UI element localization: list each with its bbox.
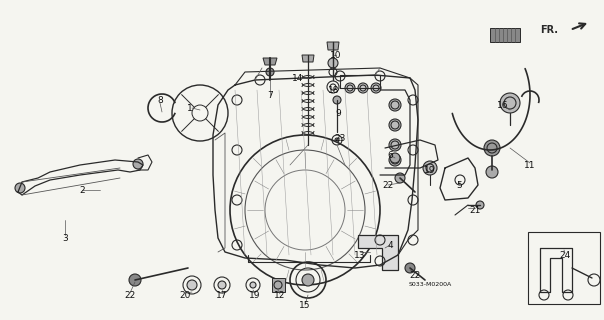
Text: 19: 19 <box>249 292 261 300</box>
Circle shape <box>486 166 498 178</box>
Circle shape <box>358 83 368 93</box>
Circle shape <box>187 280 197 290</box>
Polygon shape <box>327 42 339 50</box>
Text: 23: 23 <box>334 133 345 142</box>
Circle shape <box>266 68 274 76</box>
Text: 12: 12 <box>274 292 286 300</box>
Text: 9: 9 <box>335 108 341 117</box>
Circle shape <box>389 154 401 166</box>
Circle shape <box>218 281 226 289</box>
Circle shape <box>335 138 339 142</box>
Polygon shape <box>263 58 277 65</box>
Text: 22: 22 <box>410 270 420 279</box>
Circle shape <box>328 58 338 68</box>
Text: 18: 18 <box>328 85 339 94</box>
Text: 1: 1 <box>187 103 193 113</box>
Circle shape <box>15 183 25 193</box>
Circle shape <box>484 140 500 156</box>
Polygon shape <box>302 55 314 62</box>
Text: 15: 15 <box>299 301 310 310</box>
Text: 24: 24 <box>559 251 571 260</box>
Circle shape <box>390 153 400 163</box>
Text: 17: 17 <box>216 292 228 300</box>
Text: 2: 2 <box>79 186 85 195</box>
Text: 5: 5 <box>456 180 462 189</box>
Text: 6: 6 <box>387 150 393 159</box>
Text: 22: 22 <box>124 292 136 300</box>
Text: 16: 16 <box>497 100 509 109</box>
Text: 8: 8 <box>157 95 163 105</box>
Text: 14: 14 <box>292 74 304 83</box>
Circle shape <box>395 173 405 183</box>
Polygon shape <box>358 235 398 270</box>
Text: 19: 19 <box>424 165 435 174</box>
Circle shape <box>389 99 401 111</box>
Circle shape <box>133 159 143 169</box>
Polygon shape <box>490 28 520 42</box>
Circle shape <box>333 96 341 104</box>
Text: 22: 22 <box>382 180 394 189</box>
Text: 10: 10 <box>330 51 342 60</box>
Circle shape <box>476 201 484 209</box>
Circle shape <box>389 139 401 151</box>
Circle shape <box>405 263 415 273</box>
Text: 7: 7 <box>267 91 273 100</box>
Text: 13: 13 <box>355 251 366 260</box>
Text: 21: 21 <box>469 205 481 214</box>
Circle shape <box>500 93 520 113</box>
Polygon shape <box>272 278 285 292</box>
Circle shape <box>389 119 401 131</box>
Circle shape <box>129 274 141 286</box>
Text: 4: 4 <box>387 241 393 250</box>
Circle shape <box>302 274 314 286</box>
Circle shape <box>371 83 381 93</box>
Circle shape <box>423 161 437 175</box>
Text: 3: 3 <box>62 234 68 243</box>
Circle shape <box>345 83 355 93</box>
Circle shape <box>250 282 256 288</box>
Text: 20: 20 <box>179 292 191 300</box>
Text: 11: 11 <box>524 161 536 170</box>
Text: FR.: FR. <box>540 25 558 35</box>
Text: S033-M0200A: S033-M0200A <box>408 283 452 287</box>
Bar <box>528 232 600 304</box>
